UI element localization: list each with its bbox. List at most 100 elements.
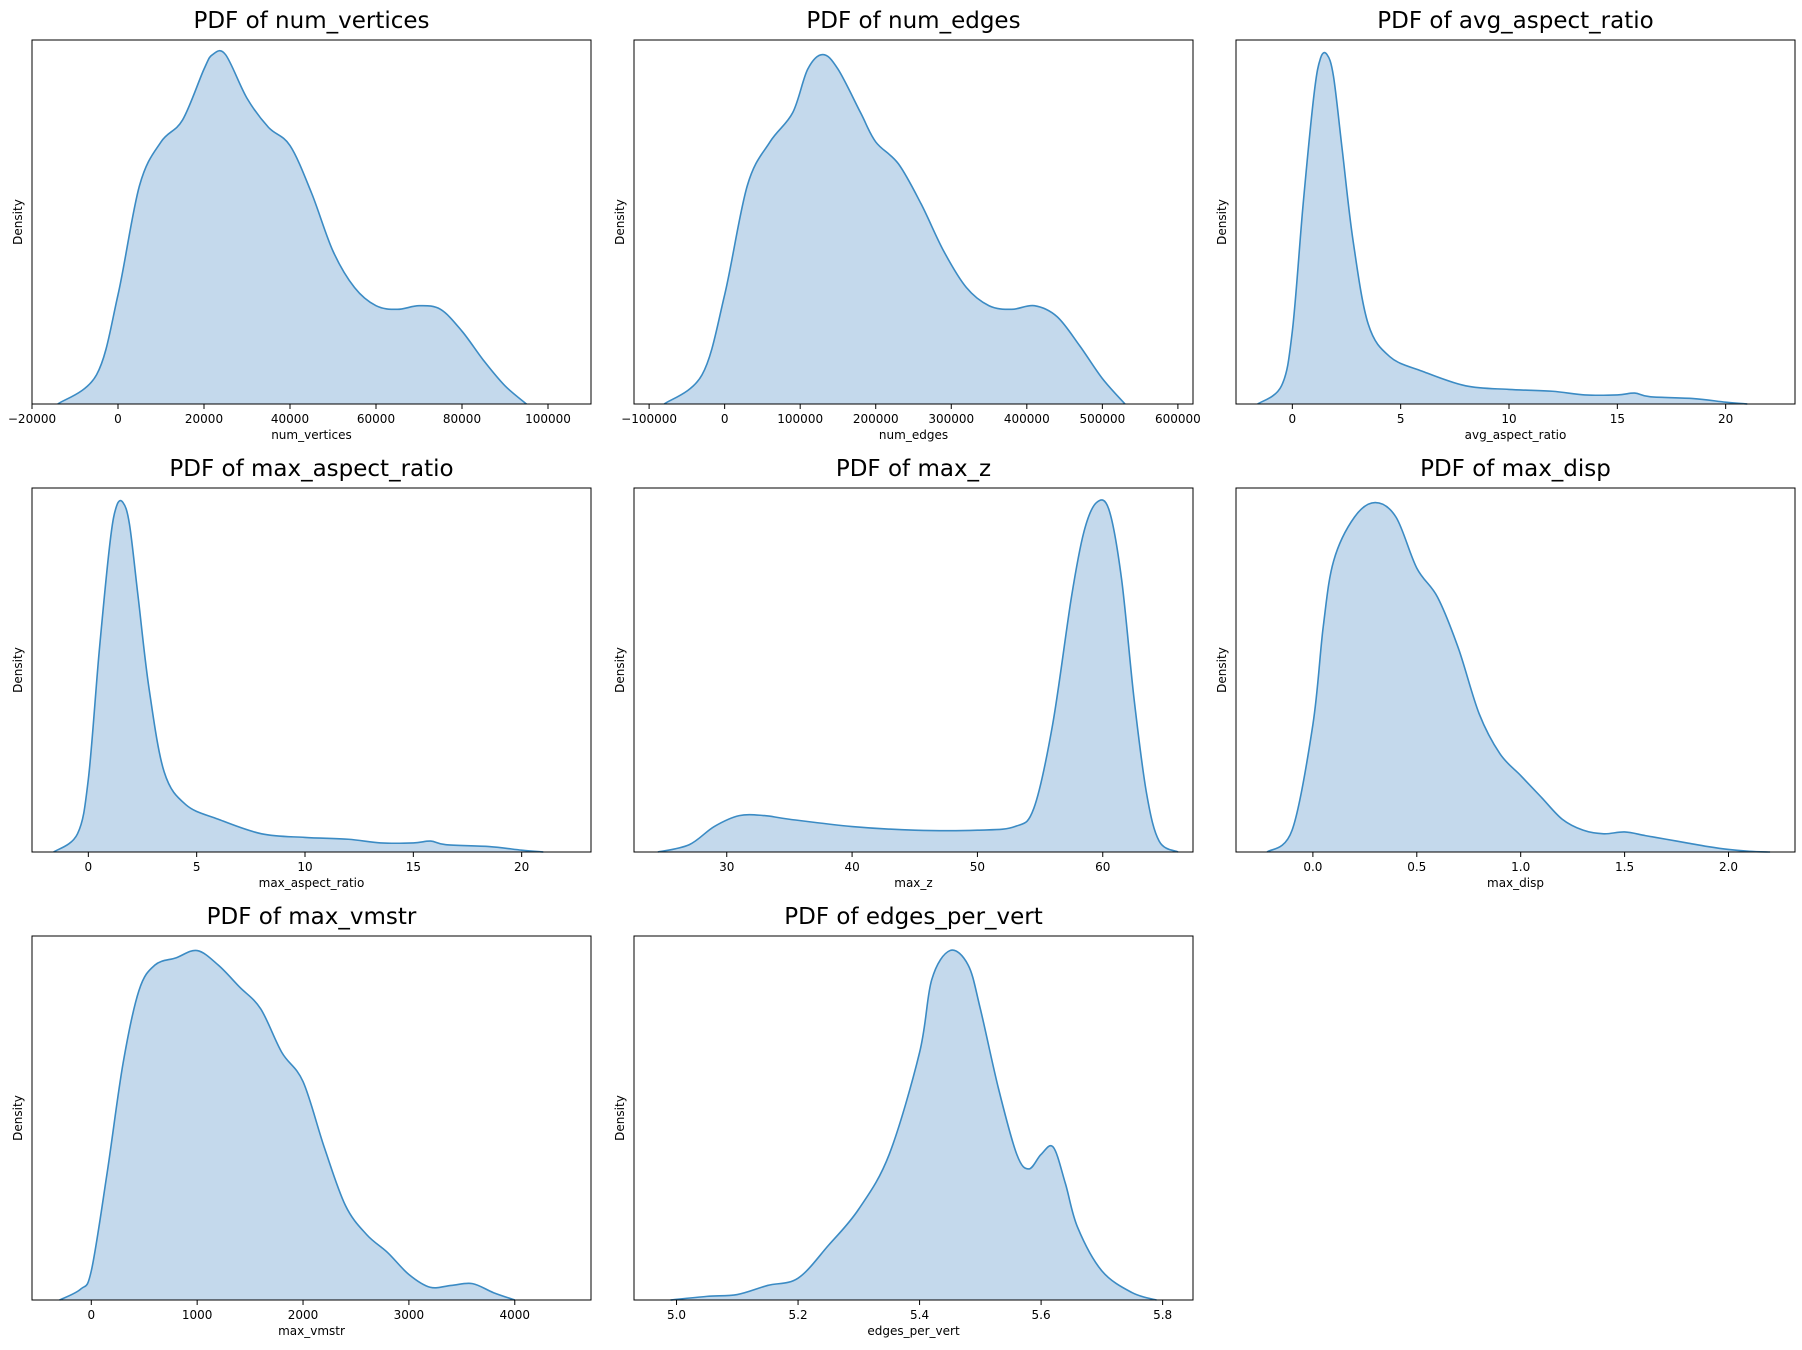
subplot-title: PDF of max_aspect_ratio	[169, 456, 453, 482]
y-axis-label: Density	[613, 1095, 627, 1141]
x-tick-label: 10	[297, 860, 312, 874]
axes-frame	[633, 39, 1194, 405]
x-tick-label: 300000	[928, 412, 974, 426]
x-tick-label: 2.0	[1719, 860, 1738, 874]
density-line	[59, 949, 516, 1301]
density-line	[1266, 501, 1771, 853]
x-axis-label: max_vmstr	[278, 1324, 345, 1338]
x-tick-label: 60	[1095, 860, 1110, 874]
x-tick-label: 5	[1397, 412, 1405, 426]
x-tick-label: 60000	[357, 412, 395, 426]
x-tick-label: 40000	[271, 412, 309, 426]
x-tick-label: 4000	[499, 1308, 530, 1322]
subplot-title: PDF of max_disp	[1420, 456, 1611, 482]
density-area	[657, 499, 1178, 852]
density-area	[1267, 502, 1771, 852]
x-tick-label: 3000	[394, 1308, 425, 1322]
subplot-6: PDF of max_disp 0.0 0.5 1.0 1.5 2.0 max_disp De…	[1215, 456, 1796, 890]
x-tick-label: 0.0	[1303, 860, 1322, 874]
x-tick-label: 5.6	[1032, 1308, 1051, 1322]
axes-frame	[633, 487, 1194, 853]
x-tick-label: 50	[970, 860, 985, 874]
x-tick-label: 200000	[853, 412, 899, 426]
axes-frame	[633, 935, 1194, 1301]
x-tick-label: 20000	[185, 412, 223, 426]
x-axis-label: num_vertices	[271, 428, 352, 442]
axes-frame	[31, 487, 592, 853]
x-tick-label: 100000	[777, 412, 823, 426]
density-area	[670, 950, 1157, 1300]
y-axis-label: Density	[613, 199, 627, 245]
x-tick-label: 0	[1289, 412, 1297, 426]
x-tick-label: 5.8	[1153, 1308, 1172, 1322]
subplot-title: PDF of num_edges	[806, 8, 1020, 34]
x-tick-label: 1.5	[1615, 860, 1634, 874]
x-tick-label: 20	[514, 860, 529, 874]
density-area	[53, 500, 544, 852]
subplot-8: PDF of edges_per_vert 5.0 5.2 5.4 5.6 5.8 edge…	[613, 904, 1194, 1338]
subplot-5: PDF of max_z 30 40 50 60 max_z Density	[613, 456, 1194, 890]
axes-frame	[31, 39, 592, 405]
x-tick-label: 40	[844, 860, 859, 874]
subplot-3: PDF of avg_aspect_ratio 0 5 10 15 20 avg_aspec…	[1215, 8, 1796, 442]
x-tick-label: 5	[193, 860, 201, 874]
x-axis-label: max_z	[894, 876, 932, 890]
subplot-7: PDF of max_vmstr 0 1000 2000 3000 4000 max_vms…	[11, 904, 592, 1338]
x-tick-label: 0	[114, 412, 122, 426]
x-tick-label: 100000	[525, 412, 571, 426]
x-tick-label: 2000	[288, 1308, 319, 1322]
x-tick-label: 5.4	[910, 1308, 929, 1322]
x-tick-label: 30	[719, 860, 734, 874]
subplot-title: PDF of edges_per_vert	[784, 904, 1043, 930]
x-tick-label: 0.5	[1407, 860, 1426, 874]
subplot-1: PDF of num_vertices −20000 0 20000 40000 6000…	[8, 8, 592, 442]
density-line	[53, 499, 544, 853]
x-tick-label: 500000	[1079, 412, 1125, 426]
subplot-title: PDF of max_vmstr	[207, 904, 417, 930]
y-axis-label: Density	[11, 199, 25, 245]
x-tick-label: −100000	[621, 412, 677, 426]
subplot-title: PDF of max_z	[836, 456, 991, 482]
y-axis-label: Density	[1215, 199, 1229, 245]
density-line	[57, 49, 528, 405]
x-tick-label: 0	[85, 860, 93, 874]
x-tick-label: 400000	[1004, 412, 1050, 426]
x-tick-label: 1000	[182, 1308, 213, 1322]
density-area	[57, 50, 527, 404]
axes-frame	[1235, 39, 1796, 405]
axes-frame	[31, 935, 592, 1301]
x-tick-label: 1.0	[1511, 860, 1530, 874]
density-line	[657, 499, 1179, 853]
x-tick-label: 10	[1501, 412, 1516, 426]
density-area	[664, 54, 1126, 405]
density-line	[670, 949, 1157, 1301]
x-tick-label: 5.0	[667, 1308, 686, 1322]
x-axis-label: num_edges	[879, 428, 948, 442]
x-axis-label: avg_aspect_ratio	[1465, 428, 1567, 442]
density-line	[663, 53, 1126, 405]
y-axis-label: Density	[11, 647, 25, 693]
x-tick-label: 15	[406, 860, 421, 874]
x-tick-label: 600000	[1155, 412, 1201, 426]
density-area	[59, 950, 515, 1300]
x-tick-label: 20	[1718, 412, 1733, 426]
x-tick-label: 80000	[443, 412, 481, 426]
x-tick-label: 15	[1610, 412, 1625, 426]
subplot-title: PDF of avg_aspect_ratio	[1377, 8, 1653, 34]
x-tick-label: 0	[87, 1308, 95, 1322]
axes-frame	[1235, 487, 1796, 853]
subplot-4: PDF of max_aspect_ratio 0 5 10 15 20 max_aspec…	[11, 456, 592, 890]
x-axis-label: max_aspect_ratio	[259, 876, 365, 890]
x-axis-label: edges_per_vert	[867, 1324, 960, 1338]
x-tick-label: 0	[721, 412, 729, 426]
y-axis-label: Density	[1215, 647, 1229, 693]
density-area	[1257, 52, 1748, 404]
x-tick-label: −20000	[8, 412, 56, 426]
y-axis-label: Density	[11, 1095, 25, 1141]
y-axis-label: Density	[613, 647, 627, 693]
subplot-2: PDF of num_edges −100000 0 100000 200000 3000…	[613, 8, 1201, 442]
density-line	[1257, 51, 1748, 405]
subplot-title: PDF of num_vertices	[193, 8, 429, 34]
x-tick-label: 5.2	[789, 1308, 808, 1322]
